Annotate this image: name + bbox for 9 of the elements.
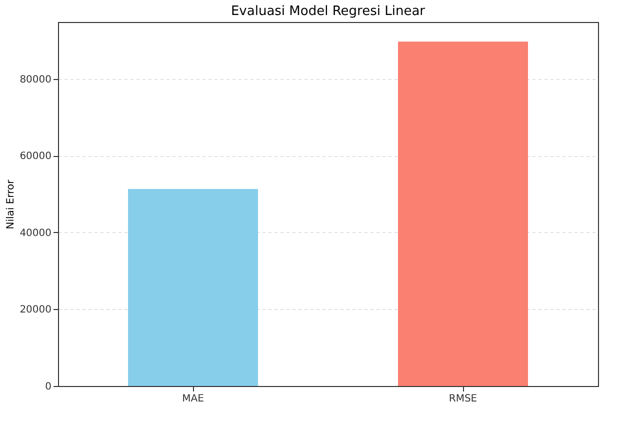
y-axis-title: Nilai Error [6,178,17,230]
y-tick-label: 40000 [20,228,52,239]
y-tick-label: 80000 [20,74,52,86]
y-tick-label: 0 [45,382,52,392]
x-tick-label: MAE [182,394,204,404]
y-tick-label: 20000 [20,304,52,316]
y-tick-label: 60000 [20,151,52,162]
chart-title: Evaluasi Model Regresi Linear [230,4,426,19]
x-tick-label: RMSE [448,394,478,404]
